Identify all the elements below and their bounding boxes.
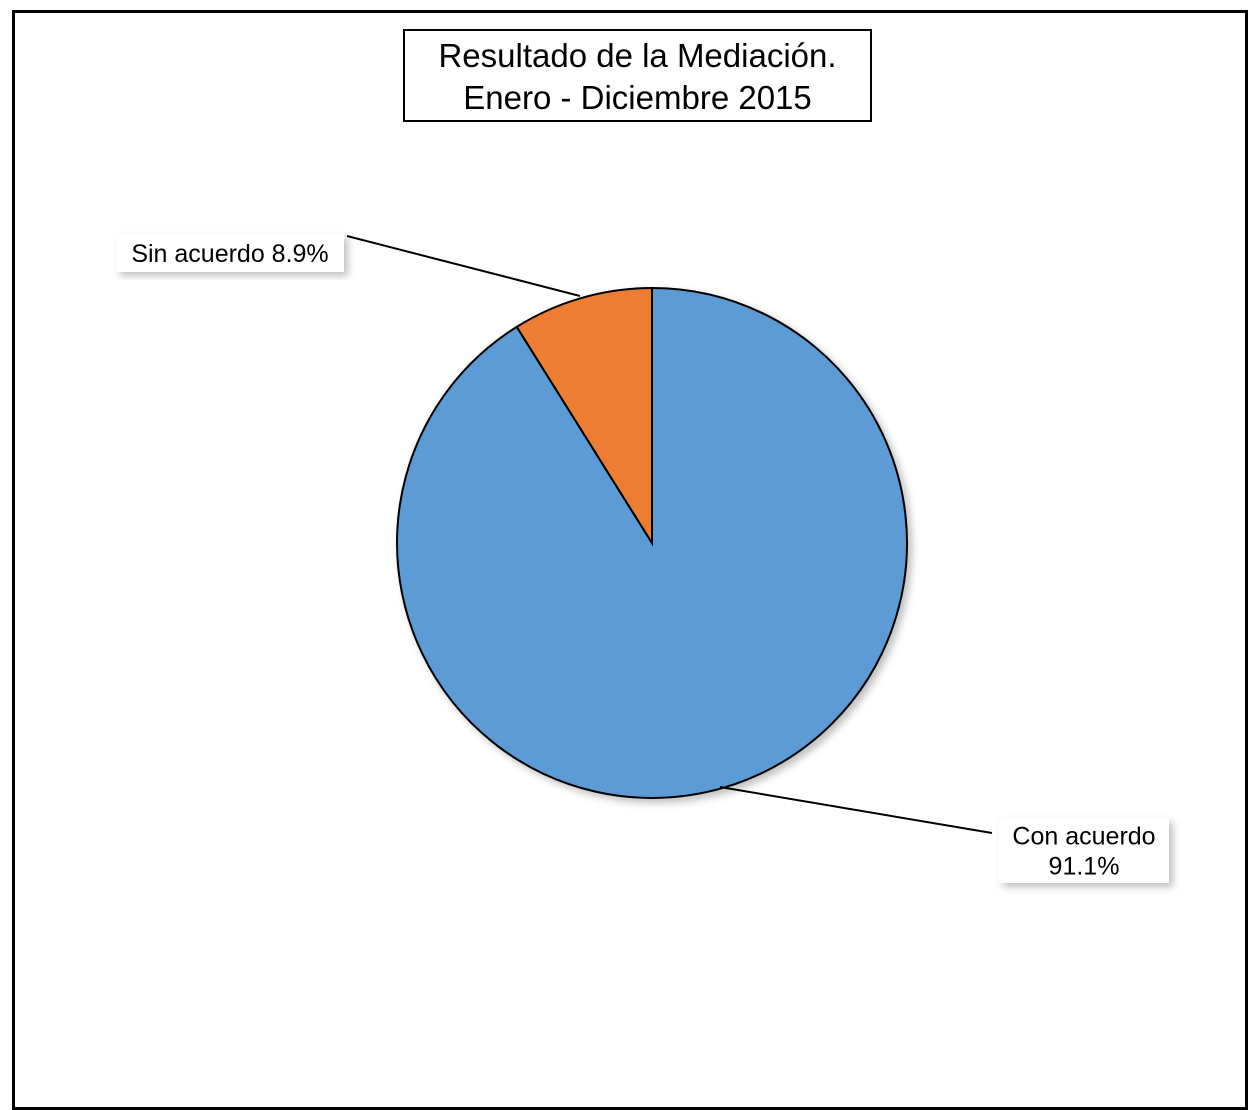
leader-line-con-acuerdo	[719, 786, 993, 834]
pie-slice-sin-acuerdo	[515, 286, 653, 547]
chart-title-line-2: Enero - Diciembre 2015	[463, 79, 812, 116]
pie-slices	[396, 286, 908, 799]
data-label-text: 91.1%	[1049, 853, 1120, 881]
data-label-box	[116, 234, 344, 272]
data-label-text: Sin acuerdo 8.9%	[131, 240, 328, 268]
leader-line-sin-acuerdo	[346, 235, 581, 297]
chart-title-line-1: Resultado de la Mediación.	[438, 37, 837, 74]
leader-lines	[346, 235, 993, 834]
data-label-sin-acuerdo: Sin acuerdo 8.9%	[116, 234, 344, 272]
data-label-box	[999, 818, 1169, 883]
data-label-text: Con acuerdo	[1012, 823, 1155, 851]
chart-title: Resultado de la Mediación. Enero - Dicie…	[403, 29, 872, 122]
